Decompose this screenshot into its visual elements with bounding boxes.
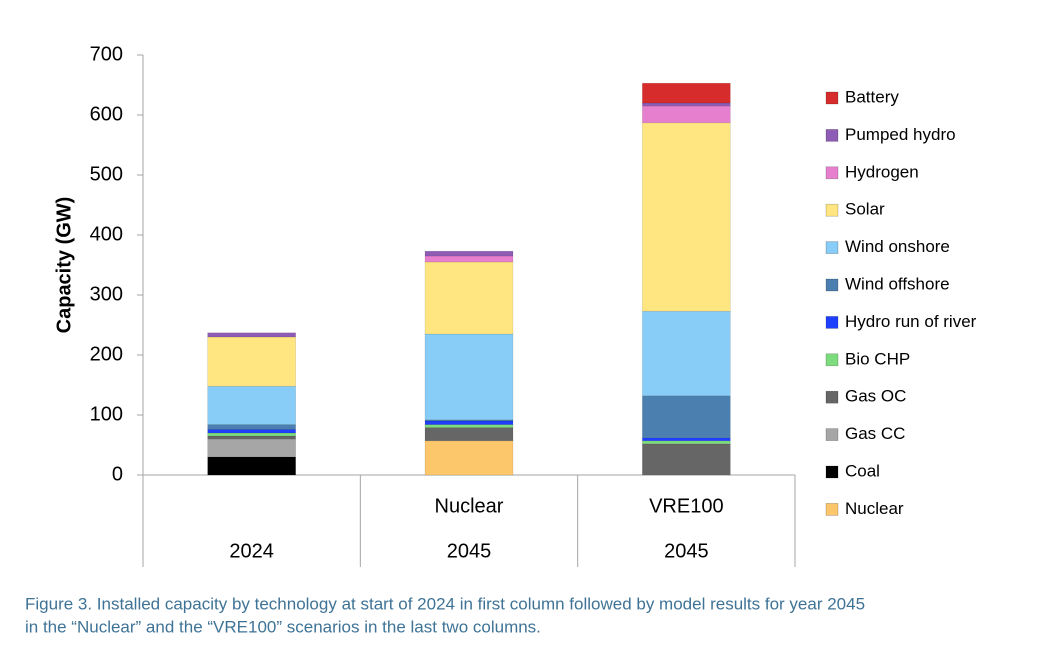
legend-swatch: [825, 278, 839, 292]
bar-segment: [207, 332, 296, 338]
legend-label: Wind offshore: [845, 274, 950, 293]
y-tick-label: 600: [90, 103, 123, 125]
y-tick-label: 700: [90, 43, 123, 65]
legend-label: Bio CHP: [845, 349, 910, 368]
legend-label: Coal: [845, 461, 880, 480]
bar-segment: [207, 424, 296, 430]
legend-swatch: [825, 91, 839, 105]
bar-segment: [424, 333, 514, 421]
bar-segment: [207, 336, 296, 387]
bar-segment: [642, 443, 731, 476]
legend-label: Hydro run of river: [845, 312, 977, 331]
bar-segment: [642, 82, 731, 104]
y-tick-label: 500: [90, 163, 123, 185]
bar-segment: [642, 102, 731, 107]
y-tick-label: 200: [90, 343, 123, 365]
x-group-label: 2045: [447, 540, 492, 562]
legend-swatch: [825, 203, 839, 217]
bar-segment: [642, 310, 731, 397]
bar-segment: [642, 105, 731, 124]
legend-swatch: [825, 166, 839, 180]
legend-label: Pumped hydro: [845, 125, 956, 144]
bar-segment: [207, 385, 296, 425]
legend-swatch: [825, 129, 839, 142]
bar-segment: [642, 122, 731, 312]
legend-swatch: [825, 428, 839, 441]
legend-swatch: [825, 503, 839, 516]
legend-swatch: [825, 390, 839, 404]
y-tick-label: 300: [90, 283, 123, 305]
legend-label: Hydrogen: [845, 162, 919, 181]
bar-segment: [424, 255, 514, 263]
y-axis-title: Capacity (GW): [53, 197, 75, 334]
x-group-label: 2045: [664, 540, 709, 562]
legend-label: Wind onshore: [845, 237, 950, 256]
bar-segment: [207, 429, 296, 434]
bar-segment: [424, 427, 514, 442]
x-tick-label: VRE100: [649, 495, 724, 517]
caption-line: in the “Nuclear” and the “VRE100” scenar…: [25, 617, 541, 636]
x-tick-label: Nuclear: [435, 495, 504, 517]
y-tick-label: 400: [90, 223, 123, 245]
legend-swatch: [825, 241, 839, 254]
bar-segment: [642, 440, 731, 445]
bar-segment: [207, 456, 296, 476]
legend-swatch: [825, 316, 839, 329]
bar-segment: [424, 261, 514, 335]
x-group-label: 2024: [229, 540, 274, 562]
bar-segment: [424, 250, 514, 257]
bar-segment: [207, 435, 296, 440]
legend-swatch: [825, 353, 839, 367]
bar-segment: [642, 395, 731, 439]
y-tick-label: 100: [90, 403, 123, 425]
legend-label: Gas OC: [845, 387, 906, 406]
bar-segment: [424, 424, 514, 428]
bar-segment: [424, 420, 514, 425]
bar-segment: [207, 438, 296, 458]
bar-segment: [642, 437, 731, 442]
y-tick-label: 0: [112, 463, 123, 485]
legend-label: Gas CC: [845, 424, 905, 443]
legend-label: Solar: [845, 200, 885, 219]
legend-label: Nuclear: [845, 499, 904, 518]
bar-segment: [424, 440, 514, 476]
legend-swatch: [825, 465, 839, 479]
bar-segment: [207, 432, 296, 437]
caption-line: Figure 3. Installed capacity by technolo…: [25, 594, 865, 613]
legend-label: Battery: [845, 87, 899, 106]
